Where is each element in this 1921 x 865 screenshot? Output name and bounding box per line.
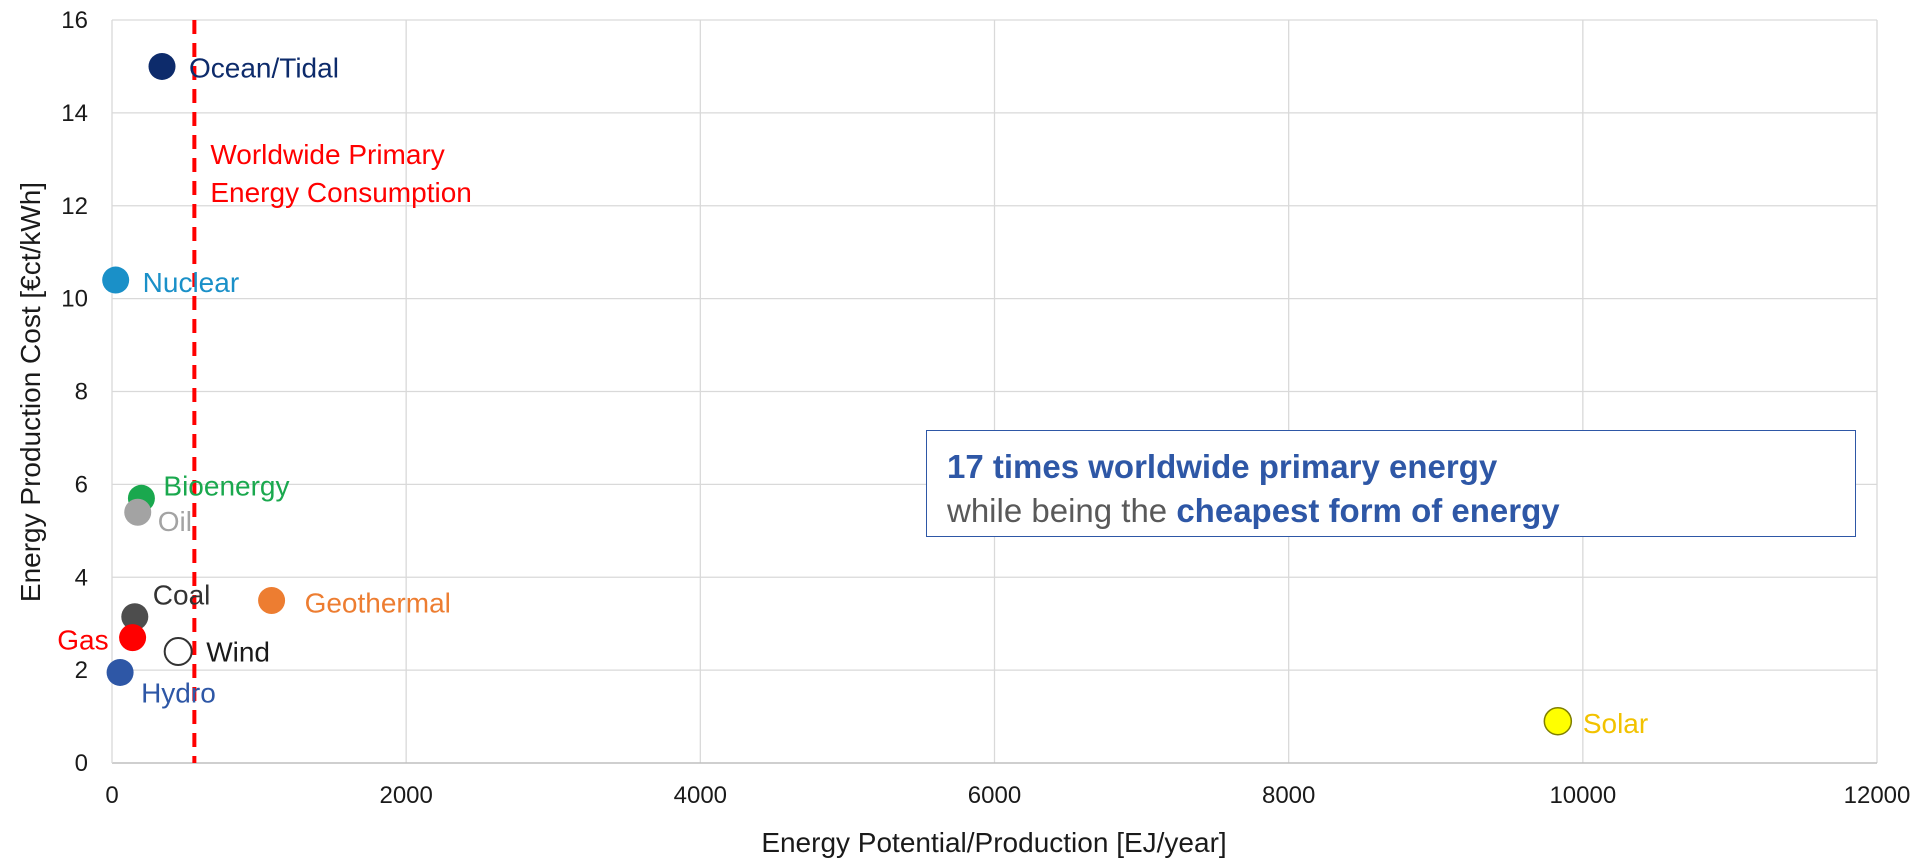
point-gas [119, 624, 147, 652]
point-solar [1543, 706, 1573, 736]
y-tick-label: 8 [75, 379, 88, 406]
label-ocean-tidal: Ocean/Tidal [189, 52, 339, 83]
x-tick-label: 12000 [1844, 782, 1911, 809]
point-coal [121, 603, 149, 631]
y-tick-label: 14 [61, 100, 88, 127]
x-tick-label: 6000 [968, 782, 1021, 809]
label-wind: Wind [206, 637, 270, 668]
point-ocean-tidal [148, 52, 176, 80]
point-oil [124, 498, 152, 526]
callout-line-2: while being the cheapest form of energy [947, 489, 1835, 533]
callout-line-1: 17 times worldwide primary energy [947, 445, 1835, 489]
callout-highlight-1: 17 times worldwide primary energy [947, 448, 1498, 485]
y-tick-label: 2 [75, 657, 88, 684]
callout-text: while being the [947, 492, 1177, 529]
callout-highlight-2: cheapest form of energy [1176, 492, 1560, 529]
label-oil: Oil [158, 506, 192, 537]
reference-line-label-2: Energy Consumption [210, 177, 471, 208]
label-gas: Gas [57, 625, 108, 656]
y-tick-label: 10 [61, 286, 88, 313]
data-points [102, 52, 1573, 736]
gridlines [112, 19, 1878, 763]
point-geothermal [258, 586, 286, 614]
point-nuclear [102, 266, 130, 294]
y-tick-label: 16 [61, 7, 88, 34]
y-tick-labels: 0 2 4 6 8 10 12 14 16 [61, 7, 88, 777]
label-bioenergy: Bioenergy [163, 470, 289, 501]
y-tick-label: 0 [75, 750, 88, 777]
y-tick-label: 12 [61, 193, 88, 220]
point-labels: Ocean/Tidal Nuclear Bioenergy Oil Coal Geothe… [57, 52, 1648, 739]
y-tick-label: 6 [75, 471, 88, 498]
x-tick-label: 2000 [379, 782, 432, 809]
label-solar: Solar [1583, 708, 1648, 739]
y-axis-title: Energy Production Cost [€ct/kWh] [15, 182, 46, 602]
x-tick-label: 10000 [1549, 782, 1616, 809]
x-tick-label: 4000 [674, 782, 727, 809]
x-axis-title: Energy Potential/Production [EJ/year] [761, 827, 1226, 858]
y-tick-label: 4 [75, 564, 88, 591]
x-tick-label: 0 [105, 782, 118, 809]
point-hydro [106, 658, 134, 686]
label-geothermal: Geothermal [305, 587, 451, 618]
point-wind [163, 637, 193, 667]
x-tick-label: 8000 [1262, 782, 1315, 809]
axes [111, 20, 1877, 764]
callout-box: 17 times worldwide primary energy while … [926, 430, 1856, 537]
label-coal: Coal [153, 580, 211, 611]
label-hydro: Hydro [141, 677, 216, 708]
reference-line-group: Worldwide Primary Energy Consumption [192, 20, 472, 763]
label-nuclear: Nuclear [143, 267, 239, 298]
x-tick-labels: 0 2000 4000 6000 8000 10000 12000 [105, 782, 1910, 809]
reference-line-label-1: Worldwide Primary [210, 139, 444, 170]
